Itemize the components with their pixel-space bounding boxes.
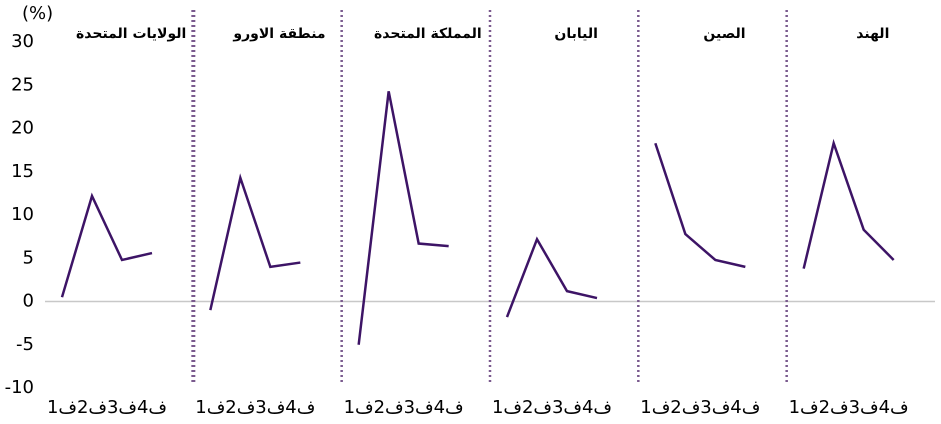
- y-tick-label: -10: [5, 377, 34, 398]
- x-tick-label: ف4: [285, 397, 315, 418]
- y-tick-label: 15: [11, 161, 34, 182]
- y-tick-label: 10: [11, 204, 34, 225]
- x-tick-label: ف1: [195, 397, 225, 418]
- x-tick-label: ف4: [137, 397, 167, 418]
- panel-title: الولايات المتحدة: [76, 26, 186, 42]
- x-tick-label: ف3: [107, 397, 137, 418]
- x-tick-label: ف4: [730, 397, 760, 418]
- x-tick-label: ف1: [789, 397, 819, 418]
- x-tick-label: ف3: [404, 397, 434, 418]
- series-line: [209, 173, 301, 311]
- x-tick-label: ف2: [225, 397, 255, 418]
- x-tick-label: ف3: [849, 397, 879, 418]
- x-tick-label: ف4: [879, 397, 909, 418]
- y-tick-label: 30: [11, 31, 34, 52]
- series-line: [357, 91, 449, 345]
- panel-title: المملكة المتحدة: [374, 26, 482, 42]
- y-tick-label: 5: [23, 247, 34, 268]
- series-line: [505, 236, 598, 318]
- x-tick-label: ف3: [255, 397, 285, 418]
- y-tick-label: 25: [11, 74, 34, 95]
- panel-title: منطقة الاورو: [232, 26, 325, 42]
- y-tick-label: -5: [16, 334, 34, 355]
- x-tick-label: ف2: [374, 397, 404, 418]
- x-tick-label: ف3: [552, 397, 582, 418]
- y-axis-label: (%): [22, 3, 53, 24]
- x-tick-label: ف1: [344, 397, 374, 418]
- x-tick-label: ف4: [582, 397, 612, 418]
- panel-title: الهند: [856, 26, 889, 42]
- x-tick-label: ف1: [47, 397, 77, 418]
- x-tick-label: ف4: [434, 397, 464, 418]
- x-tick-label: ف1: [640, 397, 670, 418]
- y-tick-label: 20: [11, 118, 34, 139]
- x-tick-label: ف1: [492, 397, 522, 418]
- x-tick-label: ف2: [522, 397, 552, 418]
- y-tick-label: 0: [23, 291, 34, 312]
- series-line: [654, 142, 746, 269]
- x-tick-label: ف3: [700, 397, 730, 418]
- series-line: [60, 192, 153, 298]
- panel-title: اليابان: [554, 26, 598, 42]
- series-line: [802, 138, 895, 269]
- x-tick-label: ف2: [670, 397, 700, 418]
- x-tick-label: ف2: [819, 397, 849, 418]
- panel-title: الصين: [703, 26, 745, 42]
- x-tick-label: ف2: [77, 397, 107, 418]
